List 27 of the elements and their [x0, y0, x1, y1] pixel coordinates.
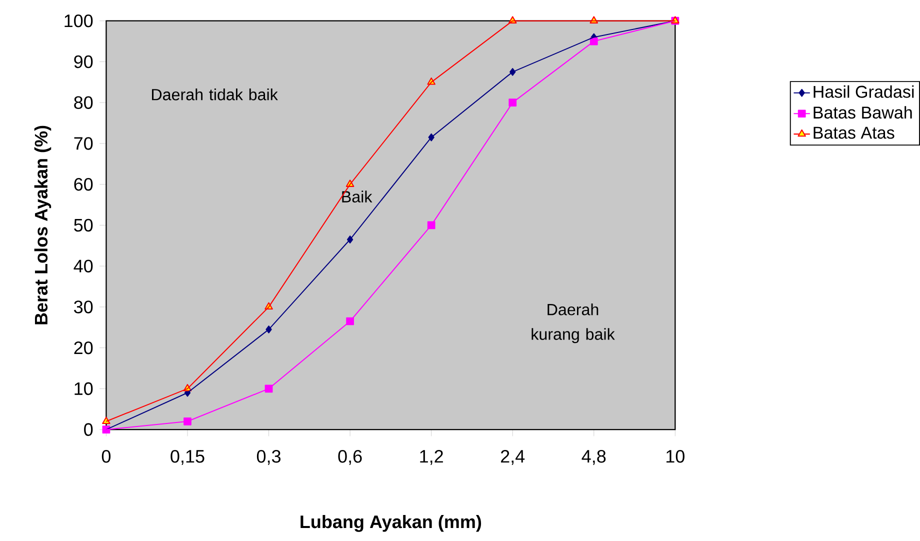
- annotation: Baik: [342, 190, 372, 202]
- legend-label: Batas Atas: [814, 126, 894, 139]
- y-tick-label: 90: [74, 55, 93, 68]
- y-tick-label: 0: [84, 422, 93, 436]
- y-tick-label: 30: [74, 300, 93, 314]
- y-tick-label: 100: [64, 14, 93, 28]
- x-tick-label: 2,4: [500, 450, 525, 465]
- y-tick-label: 40: [74, 259, 93, 272]
- x-axis-title: Lubang Ayakan (mm): [300, 514, 482, 532]
- x-tick-label: 4,8: [582, 450, 606, 465]
- x-tick-label: 0,6: [338, 450, 362, 465]
- x-tick-label: 0,15: [170, 450, 204, 465]
- annotation: Daerah tidak baik: [152, 88, 278, 100]
- legend-label: Batas Bawah: [814, 106, 912, 118]
- x-tick-label: 10: [666, 450, 684, 463]
- x-tick-label: 1,2: [420, 450, 443, 465]
- y-tick-label: 60: [74, 178, 93, 190]
- y-tick-label: 80: [74, 96, 93, 109]
- y-tick-label: 10: [74, 382, 93, 395]
- y-tick-label: 50: [74, 218, 93, 232]
- y-axis-title: Berat Lolos Ayakan (%): [34, 126, 52, 324]
- legend-label: Hasil Gradasi: [814, 85, 914, 98]
- x-tick-label: 0: [102, 450, 111, 463]
- y-tick-label: 70: [74, 136, 93, 150]
- annotation: Daerah kurang baik: [532, 303, 615, 343]
- y-tick-label: 20: [74, 341, 93, 354]
- x-tick-label: 0,3: [256, 450, 280, 465]
